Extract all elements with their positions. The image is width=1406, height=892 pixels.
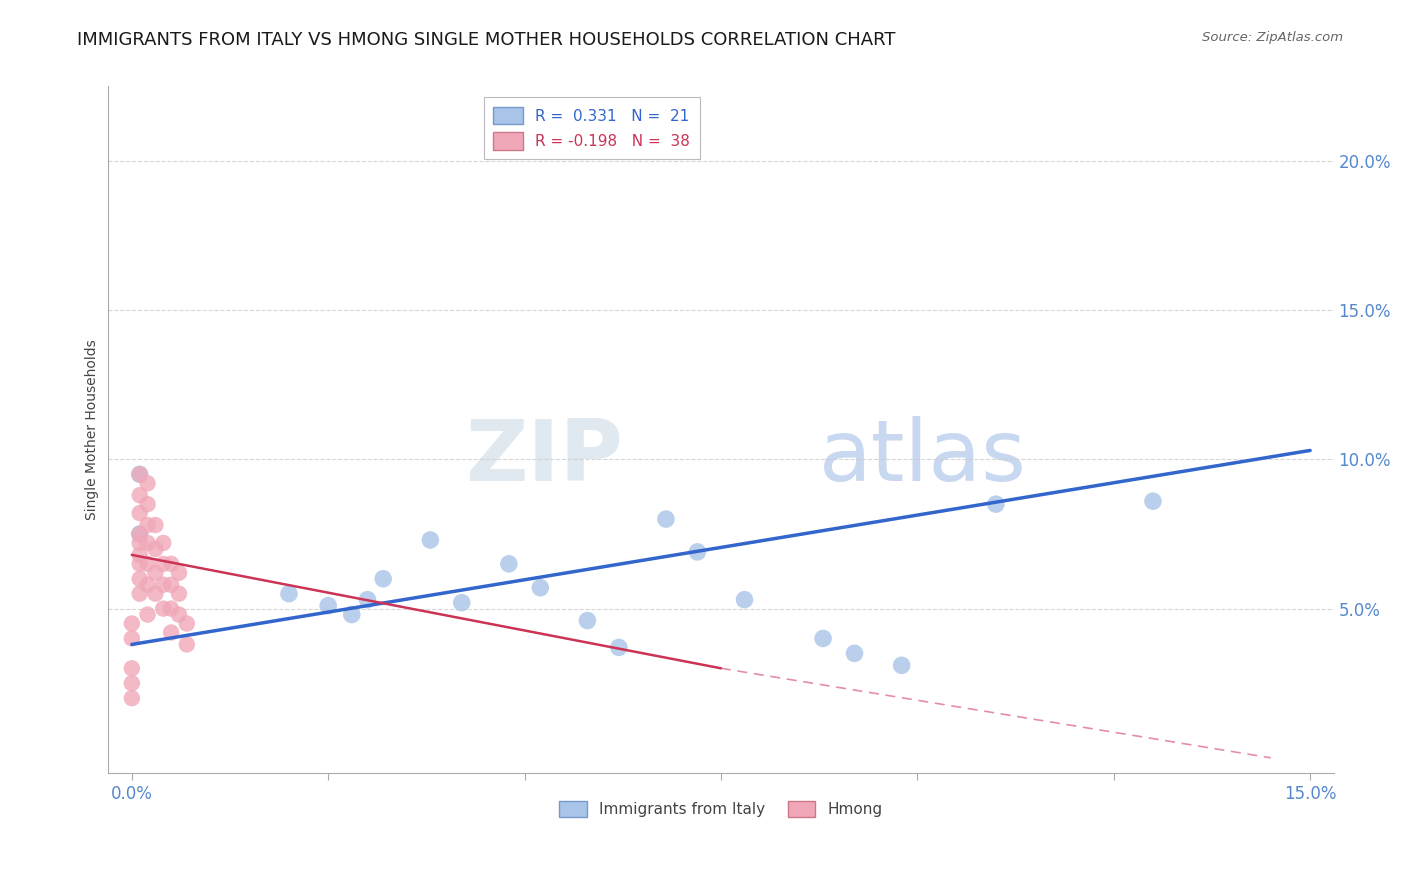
Point (152, 536, 174, 550)
Point (136, 557, 159, 571)
Point (1142, 494, 1164, 508)
Point (145, 541, 167, 556)
Point (152, 578, 174, 592)
Point (145, 518, 167, 533)
Point (340, 607, 363, 622)
Point (167, 566, 190, 580)
Text: atlas: atlas (818, 416, 1026, 499)
Point (160, 578, 183, 592)
Point (128, 527, 150, 541)
Point (890, 658, 912, 673)
Point (356, 592, 378, 607)
Text: IMMIGRANTS FROM ITALY VS HMONG SINGLE MOTHER HOUSEHOLDS CORRELATION CHART: IMMIGRANTS FROM ITALY VS HMONG SINGLE MO… (77, 31, 896, 49)
Point (136, 476, 159, 491)
Point (176, 637, 198, 651)
Point (128, 527, 150, 541)
Point (734, 592, 756, 607)
Point (136, 497, 159, 511)
Point (121, 661, 143, 675)
Text: Source: ZipAtlas.com: Source: ZipAtlas.com (1202, 31, 1343, 45)
Point (128, 572, 150, 586)
Point (160, 557, 183, 571)
Point (176, 616, 198, 631)
Point (136, 578, 159, 592)
Point (128, 488, 150, 502)
Point (128, 467, 150, 482)
Point (121, 691, 143, 706)
Point (167, 587, 190, 601)
Point (160, 601, 183, 615)
Point (419, 533, 441, 547)
Text: ZIP: ZIP (465, 416, 623, 499)
Point (811, 632, 834, 646)
Point (373, 572, 395, 586)
Point (121, 616, 143, 631)
Point (152, 557, 174, 571)
Point (984, 497, 1007, 511)
Point (278, 587, 301, 601)
Point (529, 581, 551, 595)
Legend: Immigrants from Italy, Hmong: Immigrants from Italy, Hmong (553, 796, 889, 823)
Point (121, 632, 143, 646)
Point (128, 557, 150, 571)
Point (136, 518, 159, 533)
Point (145, 566, 167, 580)
Point (576, 614, 599, 628)
Y-axis label: Single Mother Households: Single Mother Households (86, 339, 100, 520)
Point (128, 467, 150, 482)
Point (167, 607, 190, 622)
Point (128, 548, 150, 562)
Point (136, 607, 159, 622)
Point (450, 596, 472, 610)
Point (121, 676, 143, 690)
Point (844, 646, 866, 660)
Point (498, 557, 520, 571)
Point (152, 601, 174, 615)
Point (160, 625, 183, 640)
Point (128, 587, 150, 601)
Point (686, 545, 709, 559)
Point (607, 640, 630, 655)
Point (316, 599, 339, 613)
Point (655, 512, 678, 526)
Point (128, 506, 150, 520)
Point (145, 587, 167, 601)
Point (128, 536, 150, 550)
Point (136, 536, 159, 550)
